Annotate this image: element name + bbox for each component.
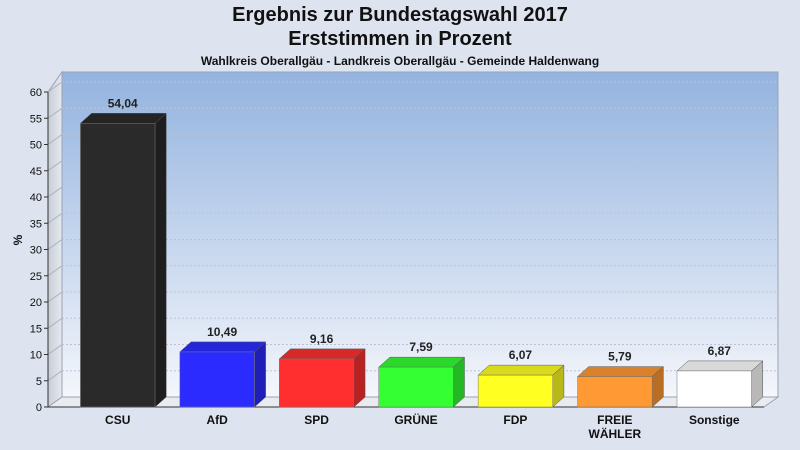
bar xyxy=(80,123,156,408)
y-tick-label: 50 xyxy=(30,140,42,152)
grid-line-side xyxy=(47,239,63,250)
bar-value-label: 5,79 xyxy=(608,350,632,364)
y-tick-label: 45 xyxy=(30,166,42,178)
bar-top xyxy=(79,113,167,124)
grid-line-side xyxy=(47,186,63,198)
x-tick-label: Sonstige xyxy=(689,413,740,427)
grid-line-side xyxy=(47,344,63,355)
bar-value-label: 7,59 xyxy=(409,340,433,354)
grid-line-side xyxy=(47,212,63,224)
bar-value-label: 6,87 xyxy=(708,344,732,358)
y-tick-label: 30 xyxy=(30,245,42,257)
y-tick-label: 20 xyxy=(30,297,42,309)
x-tick-label: CSU xyxy=(105,413,130,427)
grid-line-side xyxy=(47,265,63,277)
x-tick-label: FDP xyxy=(503,413,527,427)
grid-line-side xyxy=(47,81,63,93)
bar-group: 6,87 xyxy=(676,344,764,408)
bar-group: 7,59 xyxy=(378,340,466,408)
grid-line-side xyxy=(47,107,63,119)
y-tick-label: 15 xyxy=(30,323,42,335)
x-tick-label: SPD xyxy=(304,413,329,427)
grid-line-side xyxy=(47,317,63,329)
bar-top xyxy=(378,356,466,368)
bar-group: 9,16 xyxy=(278,332,366,408)
y-axis-label: % xyxy=(11,234,25,245)
y-tick-label: 40 xyxy=(30,192,42,204)
chart-title: Ergebnis zur Bundestagswahl 2017 xyxy=(232,4,568,26)
chart-subtitle: Wahlkreis Oberallgäu - Landkreis Oberall… xyxy=(200,54,600,68)
bar-group: 10,49 xyxy=(179,325,267,408)
y-tick-label: 55 xyxy=(30,113,42,125)
y-tick-label: 25 xyxy=(30,271,42,283)
bar xyxy=(378,366,454,408)
grid-line-side xyxy=(47,160,63,172)
bar xyxy=(676,370,752,408)
bar-group: 5,79 xyxy=(576,350,664,408)
chart-subtitle-line: Erststimmen in Prozent xyxy=(288,28,512,50)
bar-value-label: 9,16 xyxy=(310,332,334,346)
y-tick-label: 10 xyxy=(30,350,42,362)
bar-top xyxy=(278,348,366,360)
x-tick-label: FREIE xyxy=(597,413,632,427)
bar-value-label: 54,04 xyxy=(108,96,138,110)
y-tick-label: 5 xyxy=(36,376,42,388)
bars: 54,04 10,49 9,16 7,59 6,07 5,79 6,87 xyxy=(79,96,764,408)
bar-group: 54,04 xyxy=(79,96,167,408)
bar-top xyxy=(477,364,565,376)
plot-side-wall xyxy=(47,70,63,408)
bar-top xyxy=(179,341,267,353)
grid-line-side xyxy=(47,370,63,382)
bar-top xyxy=(676,360,764,372)
bar-top xyxy=(576,366,664,377)
grid-line-side xyxy=(47,291,63,303)
bar-group: 6,07 xyxy=(477,348,565,408)
y-tick-label: 35 xyxy=(30,218,42,230)
bar-value-label: 10,49 xyxy=(207,325,237,339)
x-tick-label: GRÜNE xyxy=(394,412,437,427)
bar xyxy=(577,376,653,408)
grid-line-side xyxy=(47,134,63,145)
bar xyxy=(179,351,255,408)
bar xyxy=(279,358,355,408)
bar-value-label: 6,07 xyxy=(509,348,533,362)
y-tick-label: 60 xyxy=(30,87,42,99)
plot-back-wall xyxy=(61,71,779,398)
y-tick-label: 0 xyxy=(36,402,42,414)
x-tick-label: WÄHLER xyxy=(589,426,642,441)
bar xyxy=(477,374,553,408)
bar-side xyxy=(154,112,167,408)
bar-side xyxy=(254,341,266,408)
x-tick-label: AfD xyxy=(206,413,228,427)
